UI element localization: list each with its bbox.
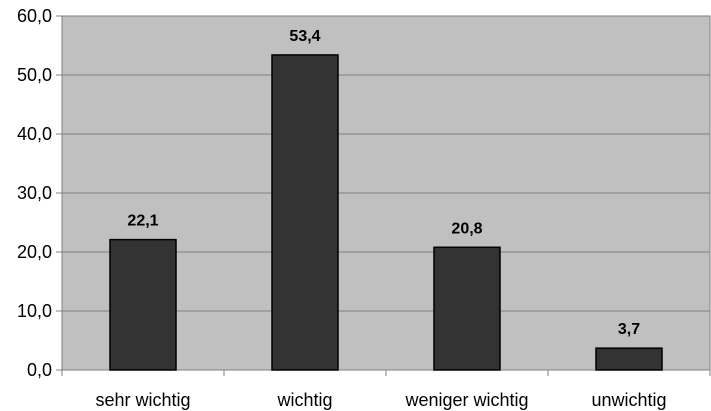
bar xyxy=(433,246,501,371)
data-label: 20,8 xyxy=(451,220,482,237)
bar xyxy=(271,54,339,371)
y-tick-label: 20,0 xyxy=(17,242,52,262)
y-tick-label: 30,0 xyxy=(17,183,52,203)
labels: 0,0 10,0 20,0 30,0 40,0 50,0 60,0 22,1 sehr wich… xyxy=(17,6,667,410)
y-tick-label: 60,0 xyxy=(17,6,52,26)
category-label: wichtig xyxy=(276,390,332,410)
category-label: weniger wichtig xyxy=(404,390,528,410)
data-label: 53,4 xyxy=(289,28,320,45)
bars xyxy=(109,54,663,371)
category-label: unwichtig xyxy=(591,390,666,410)
y-tick-label: 40,0 xyxy=(17,124,52,144)
y-tick-label: 0,0 xyxy=(27,360,52,380)
data-label: 3,7 xyxy=(618,321,640,338)
bar xyxy=(595,347,663,371)
bar xyxy=(109,238,177,371)
y-tick-label: 50,0 xyxy=(17,65,52,85)
category-label: sehr wichtig xyxy=(95,390,190,410)
data-label: 22,1 xyxy=(127,213,158,230)
y-tick-label: 10,0 xyxy=(17,301,52,321)
